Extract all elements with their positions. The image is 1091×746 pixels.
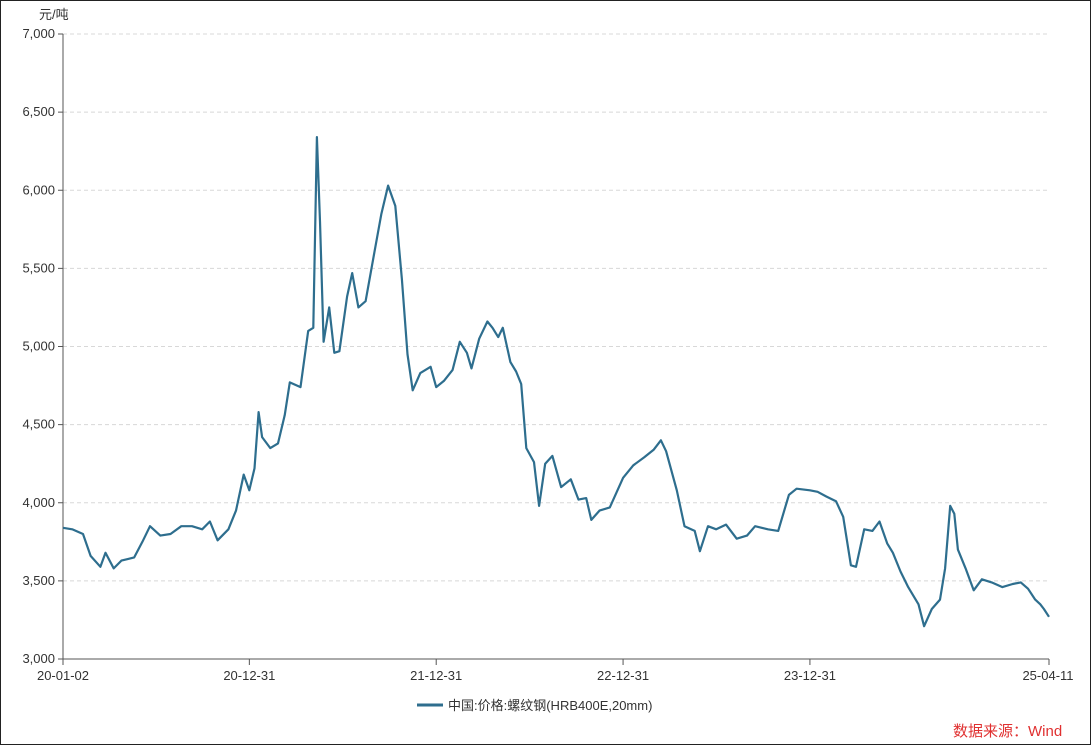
x-tick-label: 25-04-11	[1022, 668, 1073, 683]
y-tick-label: 5,500	[22, 260, 55, 275]
y-tick-label: 7,000	[22, 26, 55, 41]
y-tick-label: 3,000	[22, 651, 55, 666]
y-tick-label: 4,500	[22, 417, 55, 432]
x-tick-label: 23-12-31	[784, 668, 836, 683]
y-unit-label: 元/吨	[39, 7, 69, 22]
tick-labels: 3,000 3,500 4,000 4,500 5,000 5,500 6,000 6,500…	[22, 26, 1073, 683]
series-layer	[62, 136, 1050, 628]
y-tick-label: 5,000	[22, 339, 55, 354]
x-tick-label: 22-12-31	[597, 668, 649, 683]
series-line-rebar-price	[62, 136, 1050, 628]
legend[interactable]: 中国:价格:螺纹钢(HRB400E,20mm)	[417, 698, 652, 713]
legend-label: 中国:价格:螺纹钢(HRB400E,20mm)	[448, 698, 652, 713]
x-tick-label: 20-01-02	[37, 668, 89, 683]
grid-lines	[63, 33, 1049, 582]
y-tick-label: 6,500	[22, 104, 55, 119]
y-tick-label: 3,500	[22, 573, 55, 588]
y-tick-label: 6,000	[22, 182, 55, 197]
data-source-label: 数据来源：Wind	[953, 723, 1062, 740]
x-tick-label: 21-12-31	[410, 668, 462, 683]
axes	[58, 33, 1050, 665]
y-tick-label: 4,000	[22, 495, 55, 510]
x-tick-label: 20-12-31	[223, 668, 275, 683]
